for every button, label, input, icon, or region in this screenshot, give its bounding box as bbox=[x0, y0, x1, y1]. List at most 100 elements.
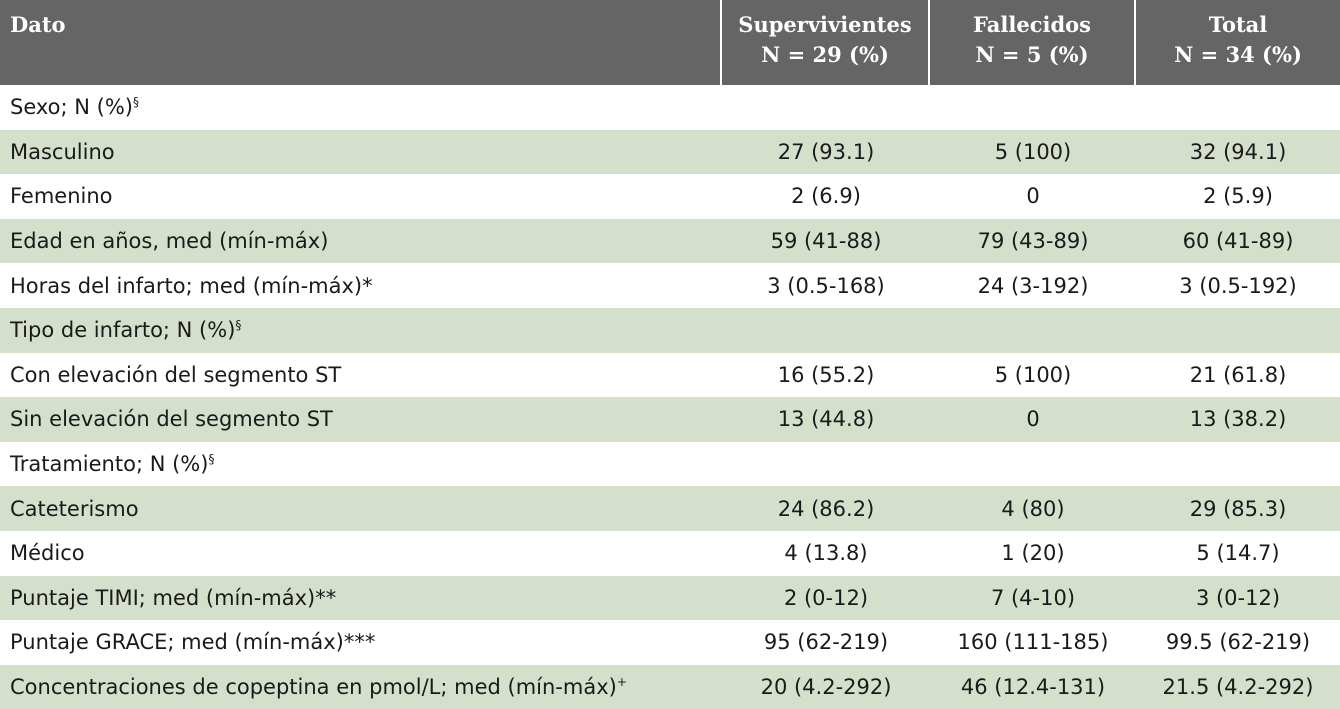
table-row: Puntaje TIMI; med (mín-máx)** 2 (0-12) 7… bbox=[0, 575, 1340, 621]
table-body: Sexo; N (%)§ Masculino 27 (93.1) 5 (100)… bbox=[0, 85, 1340, 709]
table-header: Dato Supervivientes N = 29 (%) Fallecido… bbox=[0, 0, 1340, 85]
row-label-text: Cateterismo bbox=[10, 496, 139, 521]
cell-total: 13 (38.2) bbox=[1136, 397, 1340, 442]
row-label-text: Médico bbox=[10, 541, 85, 566]
table-row: Tratamiento; N (%)§ bbox=[0, 441, 1340, 487]
cell-fallecidos: 24 (3-192) bbox=[930, 263, 1136, 308]
header-total-n: N = 34 (%) bbox=[1174, 42, 1302, 67]
table-row: Masculino 27 (93.1) 5 (100) 32 (94.1) bbox=[0, 129, 1340, 175]
table-row: Concentraciones de copeptina en pmol/L; … bbox=[0, 664, 1340, 709]
cell-supervivientes: 95 (62-219) bbox=[722, 620, 930, 665]
row-label: Con elevación del segmento ST bbox=[0, 352, 722, 398]
row-label-sup: § bbox=[235, 318, 242, 333]
cell-supervivientes: 2 (6.9) bbox=[722, 174, 930, 219]
cell-supervivientes bbox=[722, 441, 930, 487]
cell-total bbox=[1136, 85, 1340, 130]
cell-total: 21 (61.8) bbox=[1136, 352, 1340, 398]
cell-supervivientes: 20 (4.2-292) bbox=[722, 664, 930, 709]
cell-total bbox=[1136, 307, 1340, 353]
cell-total: 2 (5.9) bbox=[1136, 174, 1340, 219]
row-label-sup: + bbox=[616, 675, 627, 690]
cell-supervivientes: 4 (13.8) bbox=[722, 530, 930, 576]
cell-total: 99.5 (62-219) bbox=[1136, 620, 1340, 665]
header-supervivientes-label: Supervivientes bbox=[738, 12, 912, 37]
table-row: Edad en años, med (mín-máx) 59 (41-88) 7… bbox=[0, 218, 1340, 264]
row-label-text: Sexo; N (%) bbox=[10, 95, 133, 120]
row-label-text: Femenino bbox=[10, 184, 113, 209]
row-label: Médico bbox=[0, 530, 722, 576]
cell-fallecidos: 5 (100) bbox=[930, 129, 1136, 175]
cell-fallecidos: 79 (43-89) bbox=[930, 218, 1136, 264]
table-row: Con elevación del segmento ST 16 (55.2) … bbox=[0, 352, 1340, 398]
row-label-text: Edad en años, med (mín-máx) bbox=[10, 229, 329, 254]
row-label: Puntaje GRACE; med (mín-máx)*** bbox=[0, 620, 722, 665]
table-row: Femenino 2 (6.9) 0 2 (5.9) bbox=[0, 174, 1340, 219]
cell-fallecidos: 0 bbox=[930, 397, 1136, 442]
cell-total: 3 (0.5-192) bbox=[1136, 263, 1340, 308]
cell-total: 60 (41-89) bbox=[1136, 218, 1340, 264]
row-label: Edad en años, med (mín-máx) bbox=[0, 218, 722, 264]
cell-fallecidos: 7 (4-10) bbox=[930, 575, 1136, 621]
row-label-text: Tratamiento; N (%) bbox=[10, 452, 209, 477]
header-fallecidos-label: Fallecidos bbox=[973, 12, 1091, 37]
cell-total bbox=[1136, 441, 1340, 487]
cell-total: 21.5 (4.2-292) bbox=[1136, 664, 1340, 709]
table-row: Sin elevación del segmento ST 13 (44.8) … bbox=[0, 397, 1340, 442]
table-row: Puntaje GRACE; med (mín-máx)*** 95 (62-2… bbox=[0, 620, 1340, 665]
cell-fallecidos: 1 (20) bbox=[930, 530, 1136, 576]
row-label-text: Sin elevación del segmento ST bbox=[10, 407, 333, 432]
cell-supervivientes: 13 (44.8) bbox=[722, 397, 930, 442]
row-label: Tratamiento; N (%)§ bbox=[0, 441, 722, 487]
row-label: Sin elevación del segmento ST bbox=[0, 397, 722, 442]
row-label: Concentraciones de copeptina en pmol/L; … bbox=[0, 664, 722, 709]
row-label-text: Horas del infarto; med (mín-máx)* bbox=[10, 273, 373, 298]
cell-fallecidos: 4 (80) bbox=[930, 486, 1136, 531]
cell-supervivientes bbox=[722, 85, 930, 130]
cell-total: 32 (94.1) bbox=[1136, 129, 1340, 175]
cell-fallecidos bbox=[930, 85, 1136, 130]
header-dato-label: Dato bbox=[10, 12, 66, 37]
row-label: Tipo de infarto; N (%)§ bbox=[0, 307, 722, 353]
cell-total: 29 (85.3) bbox=[1136, 486, 1340, 531]
row-label: Masculino bbox=[0, 129, 722, 175]
row-label-sup: § bbox=[133, 95, 139, 110]
header-row: Dato Supervivientes N = 29 (%) Fallecido… bbox=[0, 0, 1340, 85]
table-row: Médico 4 (13.8) 1 (20) 5 (14.7) bbox=[0, 530, 1340, 576]
cell-fallecidos: 160 (111-185) bbox=[930, 620, 1136, 665]
cell-supervivientes: 3 (0.5-168) bbox=[722, 263, 930, 308]
header-dato: Dato bbox=[0, 0, 722, 85]
row-label-text: Puntaje TIMI; med (mín-máx)** bbox=[10, 585, 337, 610]
cell-fallecidos bbox=[930, 307, 1136, 353]
cell-supervivientes: 27 (93.1) bbox=[722, 129, 930, 175]
header-fallecidos: Fallecidos N = 5 (%) bbox=[930, 0, 1136, 85]
cell-supervivientes bbox=[722, 307, 930, 353]
cell-fallecidos: 46 (12.4-131) bbox=[930, 664, 1136, 709]
row-label-text: Tipo de infarto; N (%) bbox=[10, 318, 236, 343]
cell-total: 5 (14.7) bbox=[1136, 530, 1340, 576]
cell-supervivientes: 2 (0-12) bbox=[722, 575, 930, 621]
cell-supervivientes: 16 (55.2) bbox=[722, 352, 930, 398]
header-fallecidos-n: N = 5 (%) bbox=[975, 42, 1089, 67]
row-label-text: Con elevación del segmento ST bbox=[10, 362, 342, 387]
row-label-text: Masculino bbox=[10, 139, 115, 164]
cell-supervivientes: 59 (41-88) bbox=[722, 218, 930, 264]
header-supervivientes-n: N = 29 (%) bbox=[761, 42, 889, 67]
row-label: Horas del infarto; med (mín-máx)* bbox=[0, 263, 722, 308]
cell-supervivientes: 24 (86.2) bbox=[722, 486, 930, 531]
header-total-label: Total bbox=[1208, 12, 1268, 37]
table-row: Tipo de infarto; N (%)§ bbox=[0, 307, 1340, 353]
header-total: Total N = 34 (%) bbox=[1136, 0, 1340, 85]
table-row: Cateterismo 24 (86.2) 4 (80) 29 (85.3) bbox=[0, 486, 1340, 531]
table-row: Horas del infarto; med (mín-máx)* 3 (0.5… bbox=[0, 263, 1340, 308]
cell-total: 3 (0-12) bbox=[1136, 575, 1340, 621]
row-label: Puntaje TIMI; med (mín-máx)** bbox=[0, 575, 722, 621]
cell-fallecidos bbox=[930, 441, 1136, 487]
cell-fallecidos: 5 (100) bbox=[930, 352, 1136, 398]
row-label: Sexo; N (%)§ bbox=[0, 85, 722, 130]
header-supervivientes: Supervivientes N = 29 (%) bbox=[722, 0, 930, 85]
row-label-text: Puntaje GRACE; med (mín-máx)*** bbox=[10, 630, 376, 655]
row-label-text: Concentraciones de copeptina en pmol/L; … bbox=[10, 675, 617, 700]
row-label: Femenino bbox=[0, 174, 722, 219]
